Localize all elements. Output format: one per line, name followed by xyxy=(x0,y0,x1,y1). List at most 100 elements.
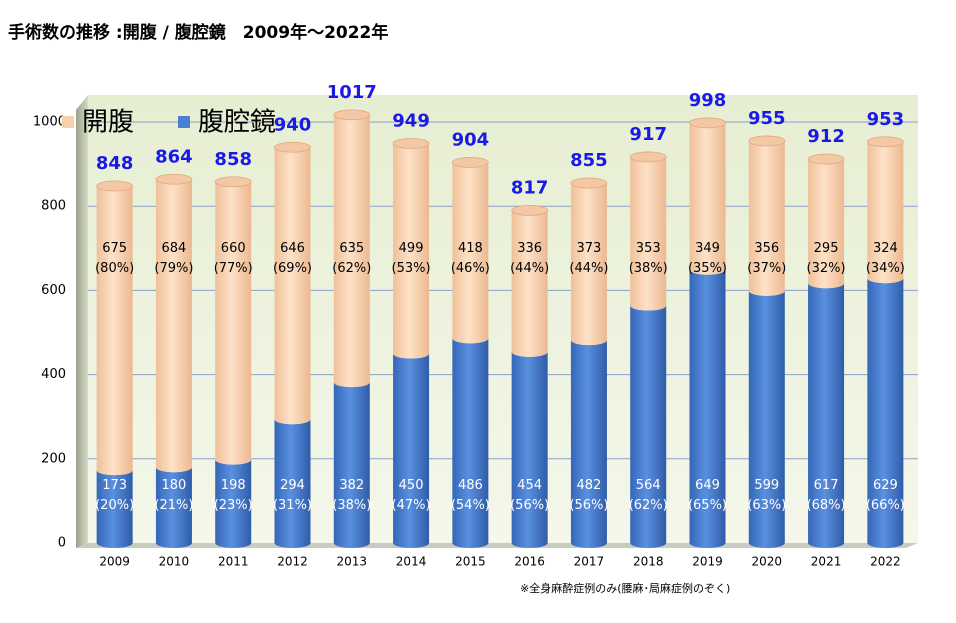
total-label: 940 xyxy=(274,114,312,135)
x-tick-label: 2013 xyxy=(337,555,368,569)
x-tick-label: 2015 xyxy=(455,555,486,569)
bar xyxy=(511,351,548,548)
x-tick-label: 2017 xyxy=(574,555,605,569)
bar xyxy=(333,382,370,548)
x-tick-label: 2014 xyxy=(396,555,427,569)
legend-label: 腹腔鏡 xyxy=(198,108,276,138)
bar-cap xyxy=(214,176,252,188)
x-tick-label: 2012 xyxy=(277,555,308,569)
bar xyxy=(333,114,370,388)
bar xyxy=(867,278,904,548)
x-tick-label: 2020 xyxy=(752,555,783,569)
side-wall xyxy=(76,95,88,548)
chart-title: 手術数の推移 :開腹 / 腹腔鏡 2009年～2022年 xyxy=(8,22,388,43)
segment-label: 173 (20%) xyxy=(95,478,134,513)
bar-cap xyxy=(333,109,371,121)
segment-label: 356 (37%) xyxy=(747,241,786,276)
total-label: 1017 xyxy=(327,82,377,103)
floor xyxy=(76,543,918,548)
bar xyxy=(274,147,311,425)
x-tick-label: 2018 xyxy=(633,555,664,569)
bar xyxy=(393,353,430,548)
x-tick-label: 2011 xyxy=(218,555,249,569)
plot-area xyxy=(88,95,918,543)
bar xyxy=(748,290,785,548)
bar-cap xyxy=(807,153,845,165)
x-tick-label: 2010 xyxy=(159,555,190,569)
bar xyxy=(630,305,667,548)
bar xyxy=(748,140,785,296)
total-label: 953 xyxy=(867,109,905,130)
segment-label: 564 (62%) xyxy=(629,478,668,513)
segment-label: 324 (34%) xyxy=(866,241,905,276)
segment-label: 295 (32%) xyxy=(807,241,846,276)
segment-label: 336 (44%) xyxy=(510,241,549,276)
bar-cap xyxy=(451,157,489,168)
bar xyxy=(452,338,489,548)
total-label: 998 xyxy=(689,90,727,111)
segment-label: 499 (53%) xyxy=(392,241,431,276)
segment-label: 349 (35%) xyxy=(688,241,727,276)
bar xyxy=(511,210,548,357)
segment-label: 373 (44%) xyxy=(569,241,608,276)
x-tick-label: 2022 xyxy=(870,555,901,569)
y-tick-label: 800 xyxy=(41,199,66,214)
total-label: 864 xyxy=(155,146,193,167)
bar xyxy=(808,283,845,548)
total-label: 955 xyxy=(748,108,786,129)
segment-label: 629 (66%) xyxy=(866,478,905,513)
bar xyxy=(452,162,489,344)
y-tick-label: 400 xyxy=(41,367,66,382)
bar xyxy=(96,470,133,548)
segment-label: 482 (56%) xyxy=(569,478,608,513)
bar xyxy=(96,185,133,476)
segment-label: 684 (79%) xyxy=(154,241,193,276)
bar xyxy=(215,181,252,465)
y-tick-label: 1000 xyxy=(33,115,66,130)
segment-label: 180 (21%) xyxy=(154,478,193,513)
bar xyxy=(867,141,904,284)
footnote: ※全身麻酔症例のみ(腰麻･局麻症例のぞく) xyxy=(520,581,730,595)
bar xyxy=(393,143,430,359)
bar-cap xyxy=(274,141,311,153)
bar-cap xyxy=(96,180,134,192)
segment-label: 599 (63%) xyxy=(747,478,786,513)
bar xyxy=(155,179,192,473)
segment-label: 649 (65%) xyxy=(688,478,727,513)
bar-cap xyxy=(866,136,904,148)
y-tick-label: 0 xyxy=(58,536,66,551)
bar xyxy=(689,269,726,548)
bar-cap xyxy=(155,173,193,185)
bar-cap xyxy=(748,135,786,147)
segment-label: 198 (23%) xyxy=(214,478,253,513)
bar-cap xyxy=(570,177,608,189)
legend-swatch xyxy=(178,116,190,128)
x-tick-label: 2019 xyxy=(692,555,723,569)
bar xyxy=(689,122,726,275)
bar xyxy=(570,340,607,548)
segment-label: 617 (68%) xyxy=(807,478,846,513)
y-tick-label: 200 xyxy=(41,451,66,466)
bar xyxy=(274,419,311,548)
segment-label: 486 (54%) xyxy=(451,478,490,513)
segment-label: 646 (69%) xyxy=(273,241,312,276)
legend-swatch xyxy=(62,116,74,128)
total-label: 917 xyxy=(629,124,667,145)
segment-label: 353 (38%) xyxy=(629,241,668,276)
bar xyxy=(808,159,845,289)
total-label: 817 xyxy=(511,177,549,198)
bar-cap xyxy=(511,205,549,216)
segment-label: 418 (46%) xyxy=(451,241,490,276)
total-label: 848 xyxy=(96,153,134,174)
segment-label: 294 (31%) xyxy=(273,478,312,513)
y-tick-label: 600 xyxy=(41,283,66,298)
total-label: 904 xyxy=(452,129,490,150)
bar xyxy=(570,183,607,346)
total-label: 858 xyxy=(214,149,252,170)
bar-cap xyxy=(629,151,667,163)
x-tick-label: 2021 xyxy=(811,555,842,569)
segment-label: 450 (47%) xyxy=(392,478,431,513)
bar-cap xyxy=(392,138,430,149)
bar xyxy=(630,156,667,311)
